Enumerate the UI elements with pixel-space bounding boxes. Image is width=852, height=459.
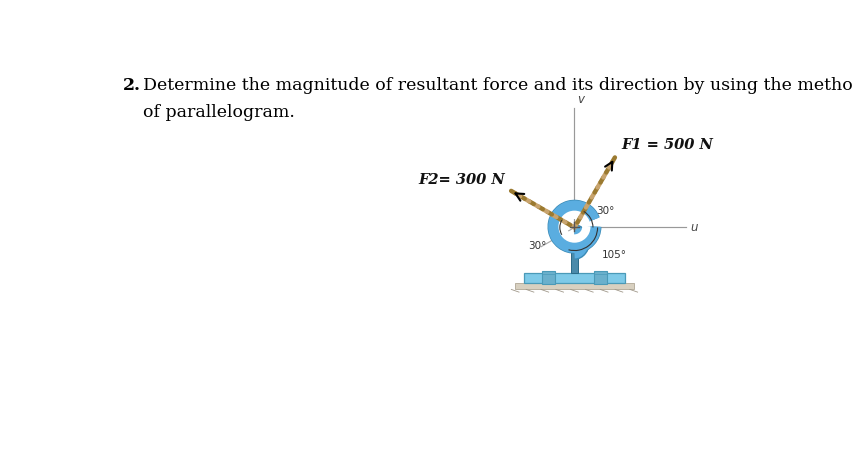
Text: 105°: 105° [602, 249, 627, 259]
Text: F1 = 500 N: F1 = 500 N [622, 138, 714, 152]
Bar [594, 272, 607, 284]
Text: Determine the magnitude of resultant force and its direction by using the method: Determine the magnitude of resultant for… [143, 77, 852, 94]
Text: u: u [690, 221, 698, 234]
Bar [515, 283, 634, 290]
Bar [571, 249, 578, 273]
Bar [542, 272, 555, 284]
Text: 2.: 2. [123, 77, 141, 94]
Text: of parallelogram.: of parallelogram. [143, 103, 295, 120]
Text: 30°: 30° [528, 240, 547, 250]
Text: 30°: 30° [596, 205, 614, 215]
Text: v: v [577, 93, 584, 106]
Bar [525, 273, 625, 283]
Text: F2= 300 N: F2= 300 N [418, 173, 505, 187]
